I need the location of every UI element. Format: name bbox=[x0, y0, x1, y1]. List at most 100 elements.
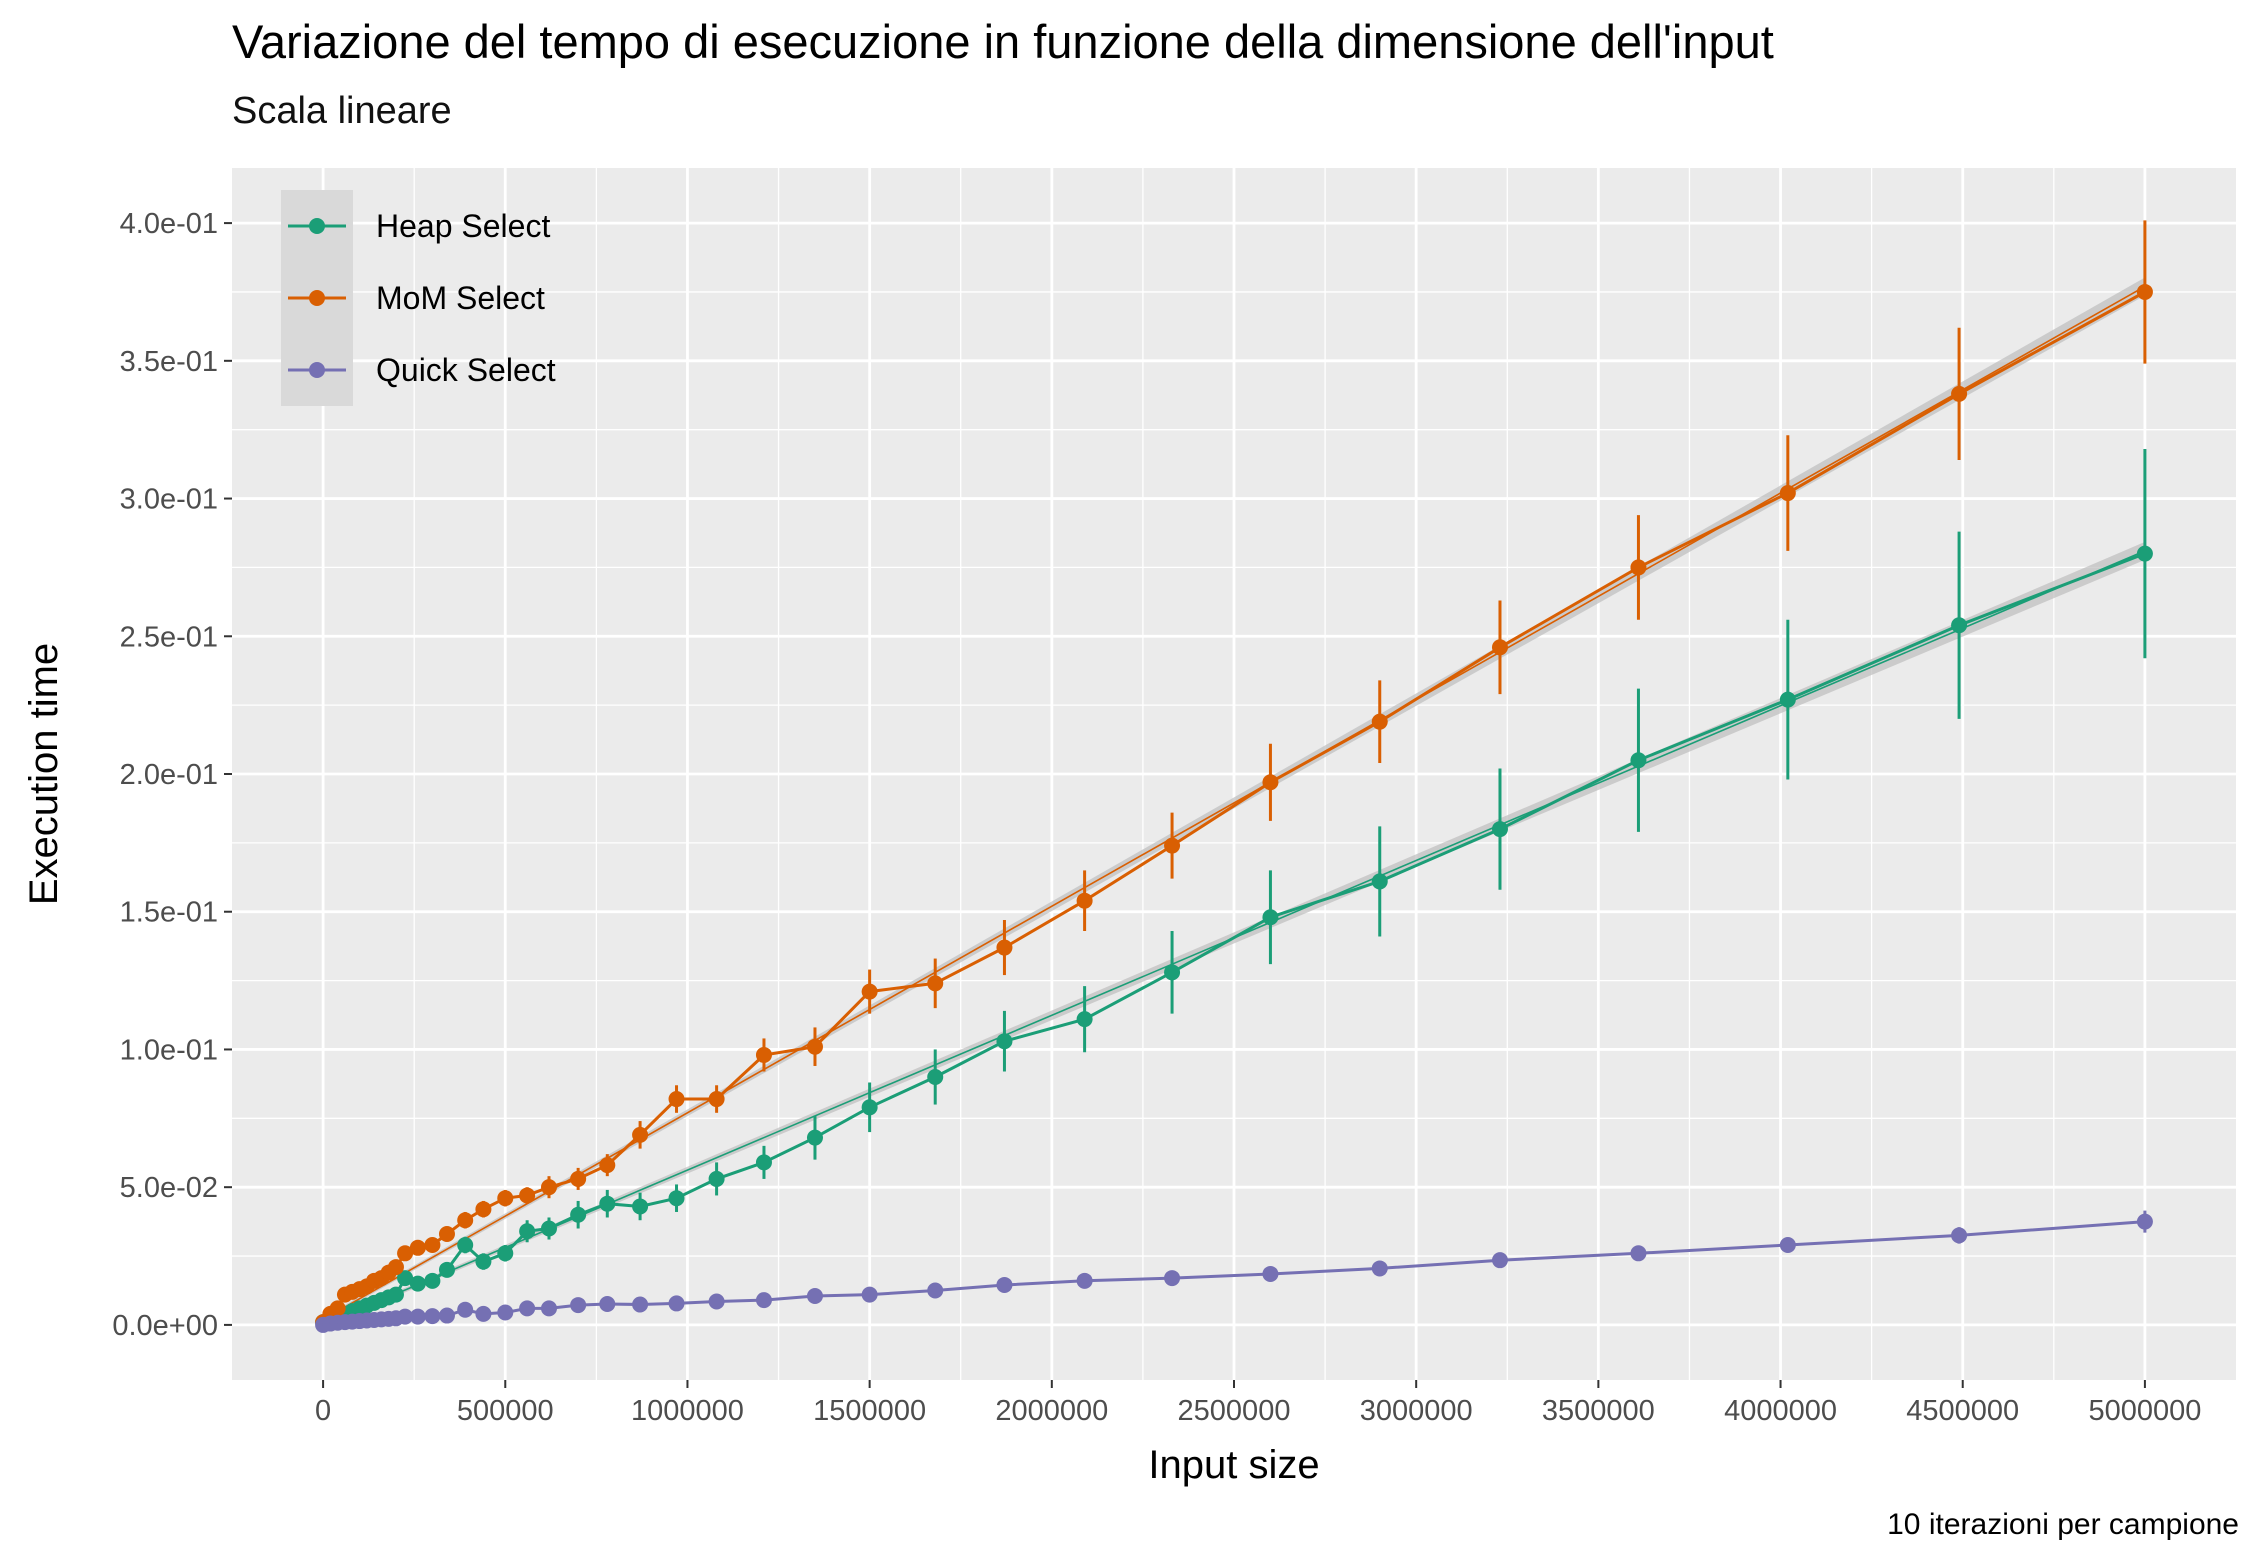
data-point bbox=[1491, 1252, 1508, 1269]
x-tick-label: 500000 bbox=[457, 1395, 554, 1427]
data-point bbox=[1491, 639, 1508, 656]
data-point bbox=[861, 1286, 878, 1303]
legend-key-point bbox=[309, 362, 325, 378]
y-tick-label: 1.0e-01 bbox=[120, 1034, 218, 1066]
y-tick-label: 2.5e-01 bbox=[120, 621, 218, 653]
data-point bbox=[409, 1308, 426, 1325]
data-point bbox=[632, 1296, 649, 1313]
series-layer bbox=[315, 220, 2153, 1333]
data-point bbox=[1164, 964, 1181, 981]
data-point bbox=[1076, 1272, 1093, 1289]
x-axis: 0 500000 1000000 1500000 2000000 2500000 30000… bbox=[315, 1380, 2201, 1427]
y-tick-label: 3.5e-01 bbox=[120, 346, 218, 378]
y-axis: 0.0e+00 5.0e-02 1.0e-01 1.5e-01 2.0e-01 2.5e-… bbox=[112, 208, 232, 1342]
data-point bbox=[409, 1239, 426, 1256]
data-point bbox=[570, 1206, 587, 1223]
data-point bbox=[519, 1300, 536, 1317]
data-point bbox=[1262, 774, 1279, 791]
legend-label: Quick Select bbox=[376, 352, 556, 388]
y-tick-label: 1.5e-01 bbox=[120, 897, 218, 929]
data-point bbox=[1630, 752, 1647, 769]
data-point bbox=[1262, 909, 1279, 926]
x-tick-label: 2000000 bbox=[995, 1395, 1108, 1427]
data-point bbox=[668, 1295, 685, 1312]
x-axis-title: Input size bbox=[1148, 1443, 1319, 1487]
data-point bbox=[806, 1038, 823, 1055]
data-point bbox=[806, 1129, 823, 1146]
x-tick-label: 4500000 bbox=[1906, 1395, 2019, 1427]
legend-label: MoM Select bbox=[376, 280, 545, 316]
data-point bbox=[1951, 385, 1968, 402]
data-point bbox=[570, 1297, 587, 1314]
data-point bbox=[424, 1237, 441, 1254]
data-point bbox=[861, 1099, 878, 1116]
y-tick-label: 4.0e-01 bbox=[120, 208, 218, 240]
data-point bbox=[927, 975, 944, 992]
data-point bbox=[599, 1195, 616, 1212]
y-tick-label: 5.0e-02 bbox=[120, 1172, 218, 1204]
data-point bbox=[387, 1286, 404, 1303]
data-point bbox=[424, 1308, 441, 1325]
data-point bbox=[475, 1253, 492, 1270]
x-tick-label: 1000000 bbox=[631, 1395, 744, 1427]
data-point bbox=[475, 1201, 492, 1218]
y-tick-label: 3.0e-01 bbox=[120, 484, 218, 516]
series-heap-select bbox=[315, 448, 2153, 1331]
data-point bbox=[1164, 837, 1181, 854]
data-point bbox=[409, 1275, 426, 1292]
data-point bbox=[2136, 283, 2153, 300]
data-point bbox=[1779, 485, 1796, 502]
data-point bbox=[599, 1295, 616, 1312]
data-point bbox=[1491, 821, 1508, 838]
data-point bbox=[457, 1212, 474, 1229]
legend-label: Heap Select bbox=[376, 208, 550, 244]
data-point bbox=[806, 1287, 823, 1304]
data-point bbox=[1951, 617, 1968, 634]
data-point bbox=[927, 1069, 944, 1085]
data-point bbox=[497, 1190, 514, 1207]
data-point bbox=[1630, 559, 1647, 576]
data-point bbox=[457, 1301, 474, 1318]
y-tick-label: 2.0e-01 bbox=[120, 759, 218, 791]
x-tick-label: 5000000 bbox=[2088, 1395, 2201, 1427]
data-point bbox=[632, 1198, 649, 1215]
data-point bbox=[387, 1259, 404, 1276]
x-tick-label: 1500000 bbox=[813, 1395, 926, 1427]
data-point bbox=[1371, 873, 1388, 890]
x-tick-label: 4000000 bbox=[1724, 1395, 1837, 1427]
data-point bbox=[570, 1170, 587, 1187]
data-point bbox=[1076, 1011, 1093, 1028]
data-point bbox=[996, 939, 1013, 956]
chart-caption: 10 iterazioni per campione bbox=[1887, 1508, 2239, 1541]
data-point bbox=[1371, 713, 1388, 730]
data-point bbox=[927, 1282, 944, 1299]
data-point bbox=[996, 1276, 1013, 1293]
data-point bbox=[497, 1304, 514, 1321]
data-point bbox=[668, 1190, 685, 1207]
data-point bbox=[632, 1126, 649, 1143]
data-point bbox=[397, 1308, 414, 1325]
data-point bbox=[329, 1300, 346, 1317]
series-quick-select bbox=[315, 1210, 2153, 1333]
y-axis-title: Execution time bbox=[22, 643, 66, 905]
legend: Heap Select MoM Select Quick Select bbox=[281, 190, 556, 406]
data-point bbox=[1371, 1260, 1388, 1277]
data-point bbox=[397, 1245, 414, 1262]
data-point bbox=[708, 1170, 725, 1187]
data-point bbox=[475, 1305, 492, 1322]
data-point bbox=[540, 1220, 557, 1237]
legend-key-point bbox=[309, 218, 325, 234]
data-point bbox=[668, 1091, 685, 1108]
chart-subtitle: Scala lineare bbox=[232, 90, 452, 132]
data-point bbox=[755, 1154, 772, 1171]
data-point bbox=[1076, 892, 1093, 909]
data-point bbox=[599, 1157, 616, 1174]
data-point bbox=[397, 1270, 414, 1287]
data-point bbox=[2136, 1213, 2153, 1230]
legend-key-point bbox=[309, 290, 325, 306]
data-point bbox=[1951, 1227, 1968, 1244]
data-point bbox=[540, 1300, 557, 1317]
data-point bbox=[457, 1237, 474, 1254]
data-point bbox=[2136, 545, 2153, 562]
